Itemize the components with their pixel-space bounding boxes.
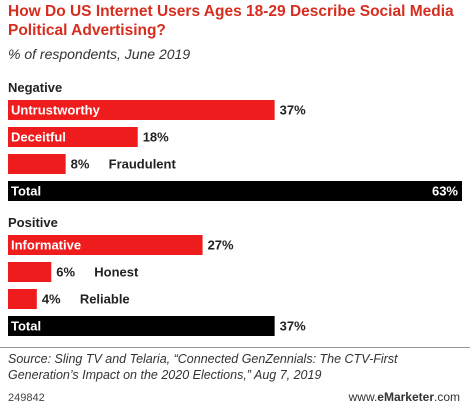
- chart-subtitle: % of respondents, June 2019: [8, 46, 191, 62]
- total-label: Total: [11, 184, 41, 199]
- bar-value-label: 4%: [42, 292, 61, 307]
- brand-credit: www.eMarketer.com: [349, 390, 460, 404]
- bar-value-label: 37%: [280, 103, 306, 118]
- total-value-label: 37%: [280, 319, 306, 334]
- data-bar: [8, 127, 138, 147]
- bar-value-label: 6%: [56, 265, 75, 280]
- group-label: Positive: [8, 215, 58, 230]
- group-label: Negative: [8, 80, 62, 95]
- bar-value-label: 8%: [71, 157, 90, 172]
- total-value-label: 63%: [432, 184, 458, 199]
- data-bar: [8, 289, 37, 309]
- bar-category-label: Reliable: [80, 292, 130, 307]
- data-bar: [8, 100, 275, 120]
- bar-category-label: Informative: [11, 238, 81, 253]
- bar-category-label: Honest: [94, 265, 139, 280]
- chart-title: How Do US Internet Users Ages 18-29 Desc…: [8, 3, 454, 39]
- brand-url-suffix: .com: [433, 390, 460, 404]
- data-bar: [8, 262, 52, 282]
- bar-category-label: Fraudulent: [109, 157, 177, 172]
- total-label: Total: [11, 319, 41, 334]
- footer-divider: [0, 347, 470, 348]
- source-note: Source: Sling TV and Telaria, “Connected…: [8, 352, 398, 382]
- chart-id: 249842: [8, 392, 45, 404]
- total-bar: [8, 181, 462, 201]
- data-bar: [8, 235, 203, 255]
- data-bar: [8, 154, 66, 174]
- bar-chart: Negative Untrustworthy 37% Deceitful 18% 8% Fr…: [8, 80, 462, 336]
- total-bar: [8, 316, 275, 336]
- bar-value-label: 27%: [208, 238, 234, 253]
- bar-category-label: Deceitful: [11, 130, 66, 145]
- brand-name: eMarketer: [377, 390, 434, 404]
- bar-value-label: 18%: [143, 130, 169, 145]
- bar-category-label: Untrustworthy: [11, 103, 101, 118]
- brand-url-prefix: www.: [348, 390, 378, 404]
